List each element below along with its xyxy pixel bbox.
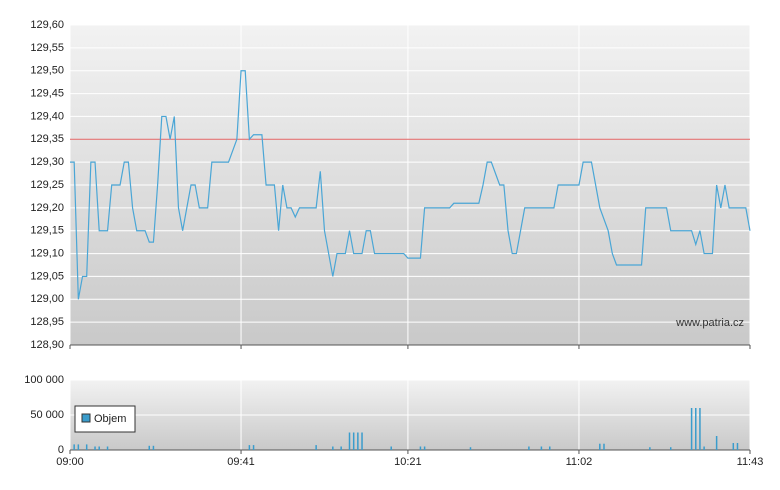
y-tick-label: 129,40 [30, 110, 64, 122]
x-tick-label: 11:02 [566, 456, 593, 468]
y-tick-label: 100 000 [24, 374, 64, 386]
volume-bar [649, 447, 651, 450]
y-tick-label: 129,35 [30, 133, 64, 145]
volume-bar [419, 446, 422, 450]
y-tick-label: 129,50 [30, 65, 64, 77]
y-tick-label: 129,20 [30, 202, 64, 214]
volume-bar [94, 446, 96, 450]
volume-bar [732, 443, 735, 450]
volume-bar [332, 446, 334, 450]
y-tick-label: 0 [58, 444, 64, 456]
volume-bar [695, 408, 697, 450]
volume-bar [348, 432, 351, 450]
volume-bar [549, 446, 551, 450]
y-tick-label: 129,60 [30, 19, 64, 31]
x-tick-label: 09:41 [227, 456, 255, 468]
volume-bar [252, 445, 255, 450]
x-tick-label: 11:43 [737, 456, 764, 468]
volume-bar [603, 443, 605, 450]
volume-bar [352, 432, 355, 450]
volume-bar [248, 445, 251, 450]
volume-bar [599, 443, 601, 450]
volume-bar [357, 432, 359, 450]
x-tick-label: 10:21 [394, 456, 422, 468]
price-line [70, 70, 751, 300]
volume-bar [469, 447, 472, 450]
y-tick-label: 129,00 [30, 293, 64, 305]
volume-bar [340, 446, 342, 450]
volume-bar [106, 446, 109, 450]
x-tick-label: 09:00 [56, 456, 84, 468]
volume-bar [361, 432, 363, 450]
y-tick-label: 129,15 [30, 225, 64, 237]
volume-bar [148, 445, 151, 450]
legend-label: Objem [94, 413, 126, 425]
y-tick-label: 129,05 [30, 270, 64, 282]
volume-bar [699, 408, 701, 450]
volume-bar [85, 444, 88, 450]
volume-bar [736, 443, 739, 450]
y-tick-label: 128,90 [30, 339, 64, 351]
volume-bar [540, 446, 543, 450]
volume-bar [528, 446, 530, 450]
volume-bar [423, 446, 426, 450]
y-tick-label: 129,45 [30, 87, 64, 99]
watermark: www.patria.cz [675, 317, 744, 329]
volume-bar [715, 436, 718, 450]
volume-bar [98, 446, 100, 450]
volume-bar [690, 408, 693, 450]
volume-bar [73, 444, 75, 450]
y-tick-label: 129,10 [30, 247, 64, 259]
y-tick-label: 129,30 [30, 156, 64, 168]
volume-bar [315, 445, 317, 450]
y-tick-label: 129,25 [30, 179, 64, 191]
y-tick-label: 50 000 [30, 409, 64, 421]
y-tick-label: 129,55 [30, 42, 64, 54]
volume-bar [152, 445, 155, 450]
legend-swatch [81, 413, 91, 423]
volume-bar [390, 446, 392, 450]
volume-bar [703, 446, 705, 450]
y-tick-label: 128,95 [30, 316, 64, 328]
volume-bar [77, 444, 80, 450]
volume-bar [669, 447, 672, 450]
